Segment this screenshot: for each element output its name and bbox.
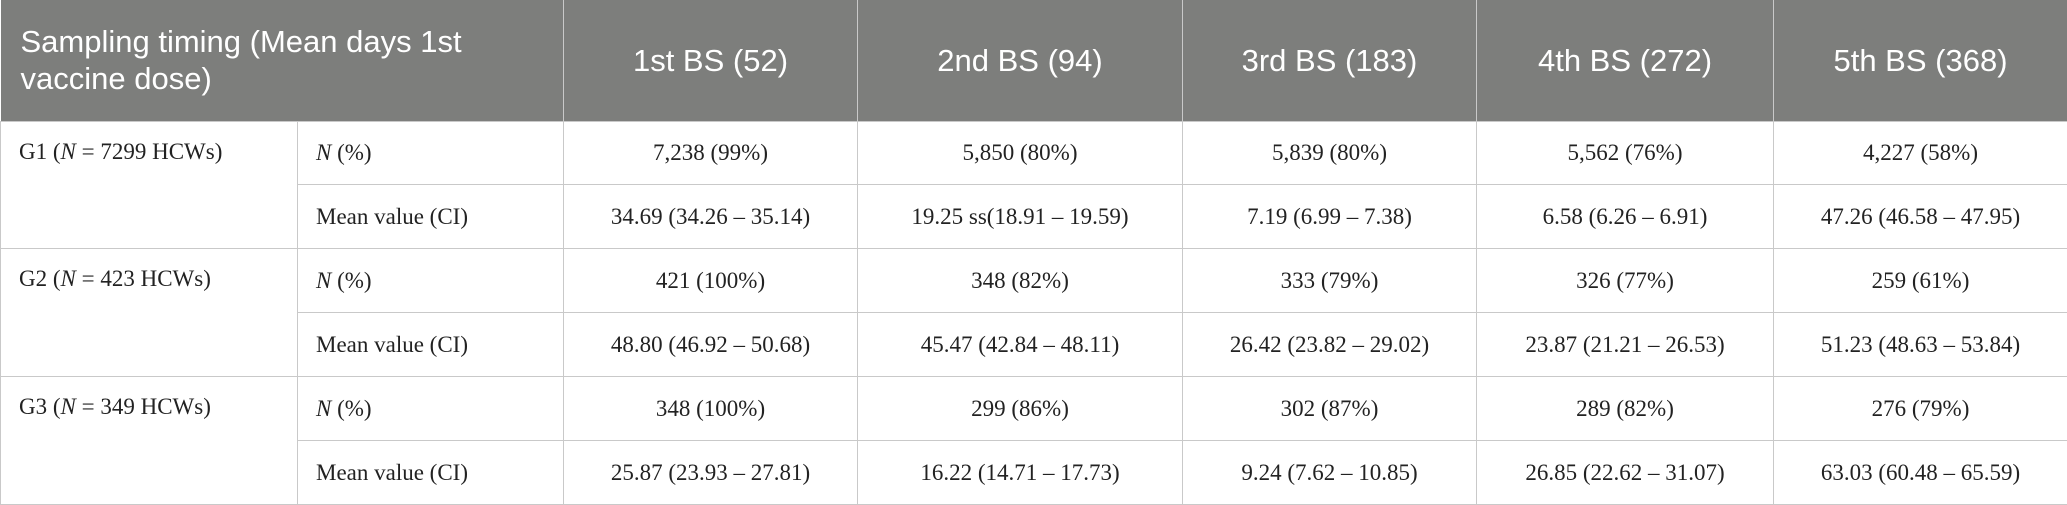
data-cell: 26.85 (22.62 – 31.07) [1476, 440, 1774, 505]
data-cell: 16.22 (14.71 – 17.73) [857, 440, 1183, 505]
header-cell: 5th BS (368) [1773, 0, 2067, 121]
header-cell: 3rd BS (183) [1182, 0, 1477, 121]
table-row: G3 (N = 349 HCWs) N (%) 348 (100%) 299 (86%… [0, 376, 2067, 505]
data-cell: 9.24 (7.62 – 10.85) [1182, 440, 1477, 505]
data-cell: 47.26 (46.58 – 47.95) [1773, 184, 2067, 250]
data-cell: 63.03 (60.48 – 65.59) [1773, 440, 2067, 505]
data-cell: 5,850 (80%) [857, 120, 1183, 186]
data-cell: 276 (79%) [1773, 376, 2067, 442]
group-cell: G3 (N = 349 HCWs) [0, 376, 298, 505]
italic-text: N [60, 138, 76, 164]
text: = 423 HCWs) [75, 266, 211, 292]
italic-text: N [60, 394, 76, 420]
data-cell: 299 (86%) [857, 376, 1183, 442]
data-cell: 19.25 ss(18.91 – 19.59) [857, 184, 1183, 250]
data-cell: 25.87 (23.93 – 27.81) [563, 440, 858, 505]
header-row: Sampling timing (Mean days 1st vaccine d… [0, 0, 2067, 121]
header-cell: Sampling timing (Mean days 1st vaccine d… [0, 0, 564, 121]
row-label: Mean value (CI) [297, 312, 564, 378]
table-body: G1 (N = 7299 HCWs) N (%) 7,238 (99%) 5,850 … [0, 120, 2067, 505]
data-cell: 7.19 (6.99 – 7.38) [1182, 184, 1477, 250]
data-cell: 348 (100%) [563, 376, 858, 442]
italic-text: N [60, 266, 76, 292]
data-cell: 333 (79%) [1182, 248, 1477, 314]
italic-text: N [316, 267, 332, 293]
data-cell: 51.23 (48.63 – 53.84) [1773, 312, 2067, 378]
table-row: Mean value (CI) 34.69 (34.26 – 35.14) 19.2… [1, 184, 2067, 250]
header-cell: 1st BS (52) [563, 0, 858, 121]
data-cell: 348 (82%) [857, 248, 1183, 314]
data-cell: 421 (100%) [563, 248, 858, 314]
italic-text: N [316, 395, 332, 421]
text: (%) [331, 267, 372, 293]
table-row: G2 (N = 423 HCWs) N (%) 421 (100%) 348 (82%… [0, 248, 2067, 378]
data-cell: 6.58 (6.26 – 6.91) [1476, 184, 1774, 250]
text: Mean value (CI) [316, 203, 468, 229]
group-cell: G2 (N = 423 HCWs) [0, 248, 298, 378]
group-cell: G1 (N = 7299 HCWs) [0, 120, 298, 250]
table-row: Mean value (CI) 25.87 (23.93 – 27.81) 16.2… [1, 440, 2067, 505]
data-cell: 259 (61%) [1773, 248, 2067, 314]
data-cell: 48.80 (46.92 – 50.68) [563, 312, 858, 378]
data-cell: 302 (87%) [1182, 376, 1477, 442]
data-cell: 326 (77%) [1476, 248, 1774, 314]
text: (%) [331, 139, 372, 165]
text: Mean value (CI) [316, 331, 468, 357]
text: = 7299 HCWs) [75, 138, 223, 164]
data-cell: 23.87 (21.21 – 26.53) [1476, 312, 1774, 378]
data-cell: 7,238 (99%) [563, 120, 858, 186]
data-cell: 5,839 (80%) [1182, 120, 1477, 186]
text: (%) [331, 395, 372, 421]
text: = 349 HCWs) [75, 394, 211, 420]
data-cell: 4,227 (58%) [1773, 120, 2067, 186]
data-cell: 34.69 (34.26 – 35.14) [563, 184, 858, 250]
row-label: N (%) [297, 120, 564, 186]
text: G2 ( [19, 266, 61, 292]
row-label: N (%) [297, 248, 564, 314]
text: G1 ( [19, 138, 61, 164]
italic-text: N [316, 139, 332, 165]
row-label: Mean value (CI) [297, 184, 564, 250]
header-cell: 4th BS (272) [1476, 0, 1774, 121]
text: Mean value (CI) [316, 459, 468, 485]
row-label: Mean value (CI) [297, 440, 564, 505]
data-cell: 45.47 (42.84 – 48.11) [857, 312, 1183, 378]
data-cell: 26.42 (23.82 – 29.02) [1182, 312, 1477, 378]
row-label: N (%) [297, 376, 564, 442]
table-row: G1 (N = 7299 HCWs) N (%) 7,238 (99%) 5,850 … [0, 120, 2067, 250]
text: G3 ( [19, 394, 61, 420]
table-row: Mean value (CI) 48.80 (46.92 – 50.68) 45.4… [1, 312, 2067, 378]
data-cell: 289 (82%) [1476, 376, 1774, 442]
data-cell: 5,562 (76%) [1476, 120, 1774, 186]
header-cell: 2nd BS (94) [857, 0, 1183, 121]
